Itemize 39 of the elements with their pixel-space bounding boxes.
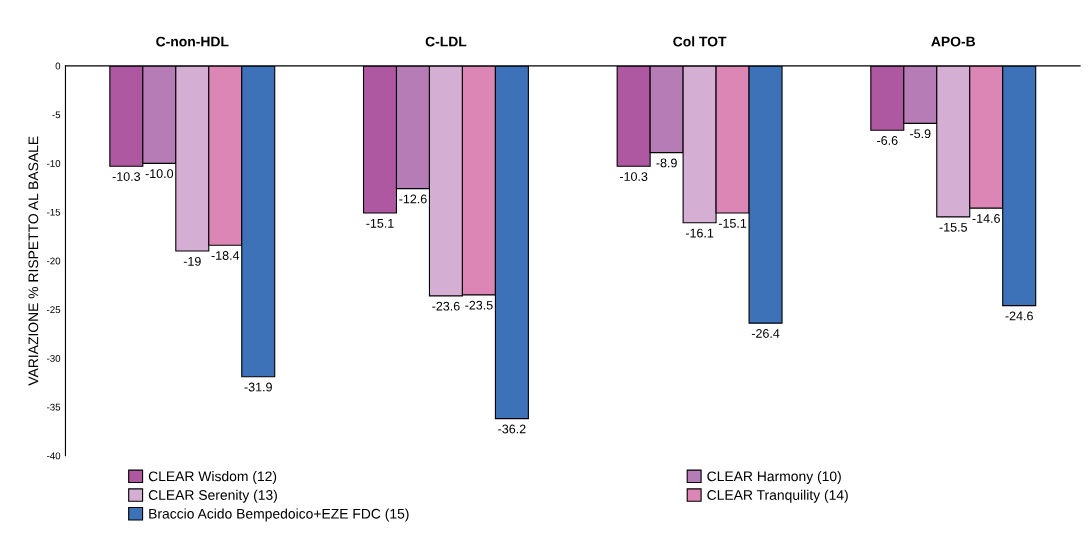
x-tick-label: Col TOT [673,36,727,47]
data-label: -16.1 [685,228,714,238]
data-label: -15.5 [939,222,967,232]
data-label: -31.9 [244,382,272,392]
y-tick-label: 0 [55,62,61,70]
x-tick-label: APO-B [931,36,976,47]
data-label: -10.3 [112,172,141,181]
data-label: -23.6 [432,301,460,311]
x-tick-label: C-non-HDL [156,36,229,47]
data-label: -5.9 [910,129,931,139]
data-label: -26.4 [751,329,780,338]
y-tick-label: -35 [46,403,61,411]
y-tick-label: -25 [46,306,61,314]
legend-label: CLEAR Tranquility (14) [707,489,848,503]
data-label: -6.6 [877,136,898,145]
data-label: -19 [183,256,201,266]
data-label: -12.6 [399,194,427,204]
y-tick-label: -30 [46,354,61,362]
legend-label: CLEAR Serenity (13) [148,489,277,503]
data-label: -15.1 [366,219,394,228]
y-tick-label: -20 [46,257,61,265]
legend-label: CLEAR Harmony (10) [707,471,841,484]
y-tick-label: -15 [46,208,61,216]
y-tick-label: -40 [46,452,61,460]
data-label: -24.6 [1005,311,1033,321]
data-label: -14.6 [972,214,1000,223]
y-tick-label: -10 [46,160,61,167]
legend-label: CLEAR Wisdom (12) [148,471,277,484]
data-label: -8.9 [656,158,677,168]
data-label: -10.0 [145,169,174,179]
data-label: -23.5 [465,300,493,310]
y-axis-title: VARIAZIONE % RISPETTO AL BASALE [28,136,39,386]
x-tick-label: C-LDL [425,36,467,47]
data-label: -15.1 [718,219,747,228]
legend-label: Braccio Acido Bempedoico+EZE FDC (15) [149,508,409,522]
data-label: -18.4 [211,251,240,260]
data-label: -10.3 [619,172,648,181]
y-tick-label: -5 [52,111,61,119]
data-label: -36.2 [498,424,526,434]
